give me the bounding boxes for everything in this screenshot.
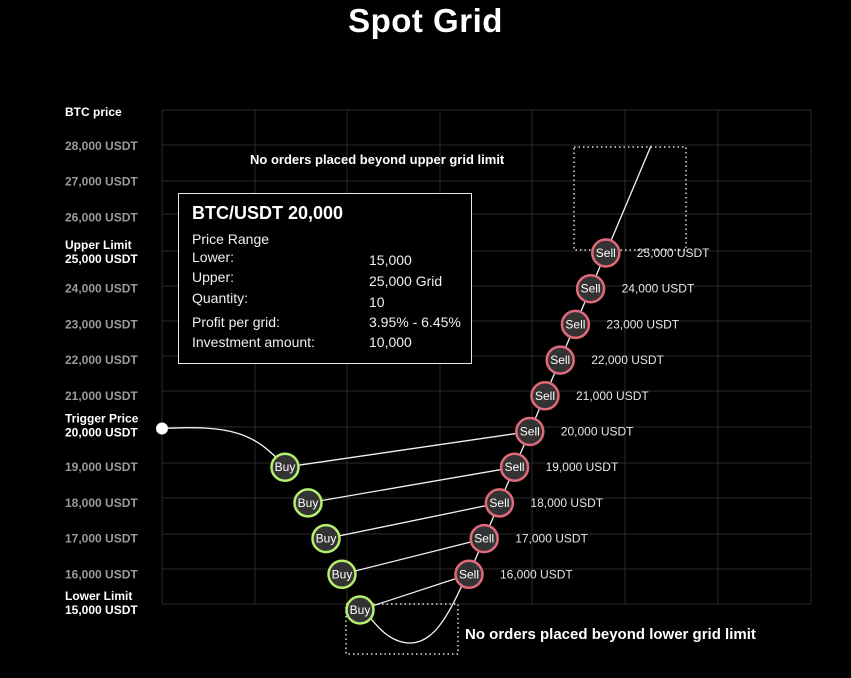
sell-order-label: Sell xyxy=(565,317,585,331)
axis-special-value: 25,000 USDT xyxy=(65,252,138,266)
axis-special-name: Upper Limit xyxy=(65,238,132,252)
buy-sell-pair-line xyxy=(325,502,500,540)
grid-info-card: BTC/USDT 20,000 Price Range Lower: 15,00… xyxy=(178,193,472,364)
sell-price-label: 17,000 USDT xyxy=(515,532,588,546)
axis-tick-label: 24,000 USDT xyxy=(65,282,138,296)
info-label-investment: Investment amount: xyxy=(192,334,315,350)
sell-price-label: 20,000 USDT xyxy=(561,425,634,439)
page-title: Spot Grid xyxy=(348,2,503,39)
sell-order-node xyxy=(591,238,621,268)
sell-order-label: Sell xyxy=(550,353,570,367)
axis-tick-label: 18,000 USDT xyxy=(65,496,138,510)
info-value-upper: 25,000 Grid xyxy=(369,273,443,289)
sell-price-label: 19,000 USDT xyxy=(546,460,619,474)
axis-tick-label: 16,000 USDT xyxy=(65,567,138,581)
sell-order-node xyxy=(545,345,575,375)
sell-order-node xyxy=(469,523,499,554)
sell-price-label: 22,000 USDT xyxy=(591,353,664,367)
buy-order-label: Buy xyxy=(316,532,337,546)
sell-curve-line xyxy=(468,252,607,575)
buy-order-label: Buy xyxy=(350,603,371,617)
sell-order-label: Sell xyxy=(474,532,494,546)
sell-order-label: Sell xyxy=(581,282,601,296)
buy-order-label: Buy xyxy=(332,567,353,581)
sell-price-label: 21,000 USDT xyxy=(576,389,649,403)
axis-labels: BTC price 28,000 USDT 27,000 USDT 26,000 US… xyxy=(65,105,139,617)
sell-order-node xyxy=(454,559,484,590)
sell-order-node xyxy=(575,273,606,304)
buy-order-node xyxy=(270,452,300,482)
axis-special-value: 15,000 USDT xyxy=(65,603,138,617)
sell-price-label: 23,000 USDT xyxy=(606,317,679,331)
sell-order-label: Sell xyxy=(535,389,555,403)
buy-orders: Buy Buy Buy Buy Buy xyxy=(270,452,375,625)
info-label-quantity: Quantity: xyxy=(192,290,249,306)
axis-tick-label: 21,000 USDT xyxy=(65,389,138,403)
sell-order-label: Sell xyxy=(520,425,540,439)
grid-lines xyxy=(161,109,812,605)
sell-order-label: Sell xyxy=(489,496,509,510)
axis-title: BTC price xyxy=(65,105,122,119)
info-value-investment: 10,000 xyxy=(369,334,412,350)
info-value-quantity: 10 xyxy=(369,294,385,310)
axis-tick-label: 27,000 USDT xyxy=(65,175,138,189)
info-label-lower: Lower: xyxy=(192,249,235,265)
axis-tick-label: 17,000 USDT xyxy=(65,532,138,546)
lower-limit-note: No orders placed beyond lower grid limit xyxy=(465,626,756,643)
axis-tick-label: 19,000 USDT xyxy=(65,460,138,474)
info-title: BTC/USDT 20,000 xyxy=(192,203,344,223)
sell-order-node xyxy=(484,488,515,518)
buy-order-label: Buy xyxy=(298,496,319,510)
axis-tick-label: 22,000 USDT xyxy=(65,353,138,367)
info-value-lower: 15,000 xyxy=(369,252,412,268)
buy-order-node xyxy=(311,523,341,554)
trigger-price-dot xyxy=(156,422,168,435)
buy-sell-pair-line xyxy=(341,537,485,575)
sell-orders: Sell 25,000 USDT Sell 24,000 USDT Sell 23,000… xyxy=(454,238,710,590)
price-range-label: Price Range xyxy=(192,231,270,247)
sell-order-node xyxy=(530,381,560,411)
buy-order-node xyxy=(293,488,323,518)
info-label-profit: Profit per grid: xyxy=(192,314,280,330)
beyond-upper-line xyxy=(605,145,652,254)
buy-sell-pair-line xyxy=(307,466,515,504)
upper-limit-note: No orders placed beyond upper grid limit xyxy=(250,152,505,167)
buy-order-node xyxy=(327,559,357,590)
sell-order-label: Sell xyxy=(459,567,479,581)
upper-limit-zone xyxy=(573,146,687,251)
axis-special-value: 20,000 USDT xyxy=(65,426,138,440)
buy-order-label: Buy xyxy=(275,460,296,474)
axis-special-name: Lower Limit xyxy=(65,589,132,603)
buy-order-node xyxy=(345,595,375,625)
sell-order-node xyxy=(515,416,545,447)
sell-order-label: Sell xyxy=(505,460,525,474)
axis-tick-label: 26,000 USDT xyxy=(65,210,138,224)
sell-order-node xyxy=(499,452,530,482)
axis-tick-label: 23,000 USDT xyxy=(65,317,138,331)
buy-sell-pair-line xyxy=(284,430,530,468)
sell-price-label: 18,000 USDT xyxy=(530,496,603,510)
axis-special-name: Trigger Price xyxy=(65,412,139,426)
price-dip-line xyxy=(359,568,470,644)
sell-price-label: 25,000 USDT xyxy=(637,246,710,260)
sell-order-node xyxy=(560,309,591,340)
info-value-profit: 3.95% - 6.45% xyxy=(369,314,461,330)
sell-price-label: 16,000 USDT xyxy=(500,567,573,581)
sell-price-label: 24,000 USDT xyxy=(622,282,695,296)
info-label-upper: Upper: xyxy=(192,269,235,285)
axis-tick-label: 28,000 USDT xyxy=(65,139,138,153)
annotations: No orders placed beyond upper grid limit… xyxy=(250,146,756,655)
sell-order-label: Sell xyxy=(596,246,616,260)
trigger-price-line xyxy=(161,427,286,468)
